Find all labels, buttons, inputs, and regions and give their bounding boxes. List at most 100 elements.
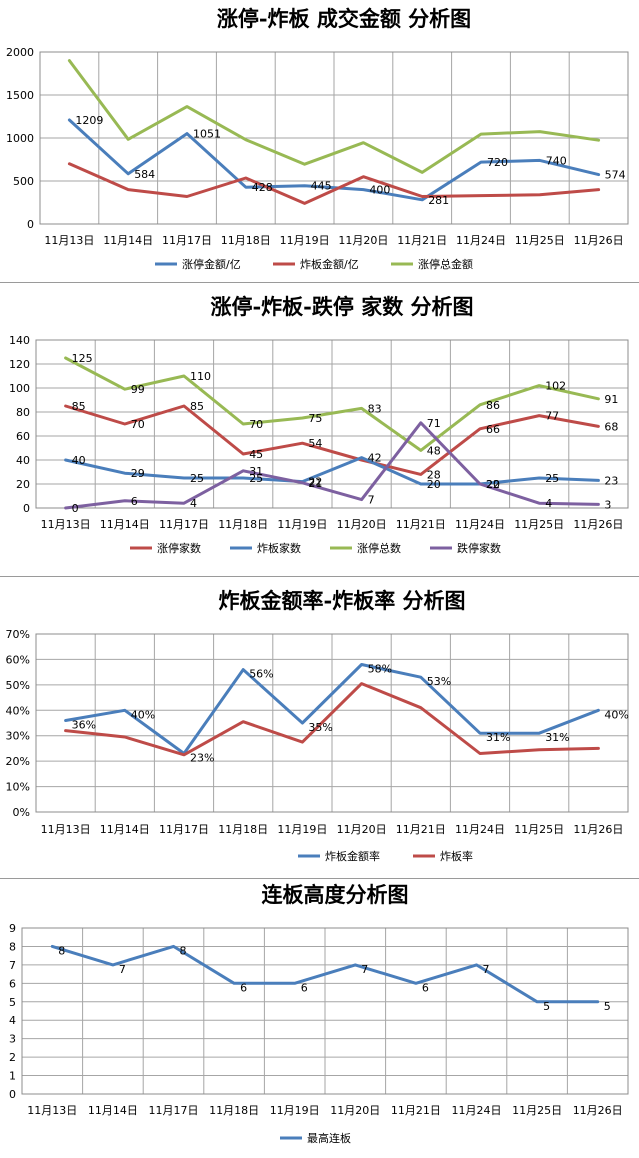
chart-title: 涨停-炸板 成交金额 分析图 — [217, 6, 471, 31]
data-label: 5 — [604, 1000, 611, 1013]
data-label: 77 — [545, 410, 559, 423]
y-tick-label: 50% — [6, 679, 30, 692]
x-tick-label: 11月17日 — [162, 234, 212, 247]
data-label: 71 — [427, 417, 441, 430]
legend-label: 涨停家数 — [157, 541, 201, 555]
x-tick-label: 11月18日 — [221, 234, 271, 247]
series-line — [64, 404, 600, 476]
data-label: 7 — [483, 963, 490, 976]
data-label: 4 — [190, 497, 197, 510]
series-line — [67, 59, 601, 174]
data-label: 7 — [119, 963, 126, 976]
x-tick-label: 11月26日 — [574, 234, 624, 247]
x-tick-label: 11月14日 — [103, 234, 153, 247]
data-label: 85 — [190, 400, 204, 413]
chart-panel-amount: 涨停-炸板 成交金额 分析图 0 500 1000 1500 2000 11月13日 11月1… — [0, 0, 639, 280]
data-label: 54 — [308, 437, 322, 450]
data-label: 85 — [72, 400, 86, 413]
data-label: 58% — [368, 663, 392, 676]
y-tick-label: 70% — [6, 628, 30, 641]
data-label: 20 — [486, 478, 500, 491]
y-tick-label: 1500 — [6, 89, 34, 102]
data-label: 1209 — [75, 114, 103, 127]
data-label: 25 — [545, 472, 559, 485]
x-tick-label: 11月17日 — [149, 1104, 199, 1117]
data-label: 445 — [311, 180, 332, 193]
data-label: 281 — [428, 194, 449, 207]
y-tick-label: 3 — [9, 1033, 16, 1046]
data-label: 40 — [72, 454, 86, 467]
x-tick-label: 11月18日 — [218, 518, 268, 531]
separator — [0, 282, 639, 283]
data-label: 48 — [427, 444, 441, 457]
data-label: 99 — [131, 383, 145, 396]
x-tick-label: 11月17日 — [159, 518, 209, 531]
x-tick-label: 11月24日 — [455, 823, 505, 836]
series-line — [64, 456, 600, 486]
x-tick-label: 11月26日 — [573, 823, 623, 836]
y-tick-label: 1000 — [6, 132, 34, 145]
chart-panel-count: 涨停-炸板-跌停 家数 分析图 0 20 40 60 80 100 120 140 11月13日 1… — [0, 284, 639, 574]
plot-frame — [35, 633, 629, 813]
data-label: 22 — [308, 476, 322, 489]
x-tick-label: 11月20日 — [337, 823, 387, 836]
x-tick-label: 11月13日 — [41, 823, 91, 836]
x-tick-label: 11月26日 — [573, 518, 623, 531]
series-line — [67, 118, 601, 202]
y-tick-label: 5 — [9, 996, 16, 1009]
data-label: 7 — [361, 963, 368, 976]
data-label: 102 — [545, 380, 566, 393]
data-label: 3 — [604, 498, 611, 511]
legend-label: 跌停家数 — [457, 541, 501, 555]
x-tick-label: 11月13日 — [27, 1104, 77, 1117]
y-tick-label: 2000 — [6, 46, 34, 59]
chart-rate-svg: 炸板金额率-炸板率 分析图 0% 10% 20% 30% 40% 50% 60% 70% 11月1… — [6, 588, 629, 863]
legend-label: 涨停总金额 — [418, 257, 473, 271]
y-tick-label: 9 — [9, 922, 16, 935]
data-label: 70 — [131, 418, 145, 431]
y-tick-label: 120 — [9, 358, 30, 371]
x-tick-label: 11月21日 — [396, 823, 446, 836]
legend-label: 炸板家数 — [257, 541, 301, 555]
y-tick-label: 500 — [13, 175, 34, 188]
x-tick-label: 11月13日 — [41, 518, 91, 531]
data-label: 7 — [368, 494, 375, 507]
legend-label: 最高连板 — [307, 1131, 351, 1145]
data-label: 8 — [180, 944, 187, 957]
data-label: 574 — [605, 169, 626, 182]
data-label: 110 — [190, 370, 211, 383]
data-label: 40% — [604, 708, 628, 721]
x-tick-label: 11月19日 — [277, 518, 327, 531]
data-label: 53% — [427, 675, 451, 688]
data-label: 23 — [604, 474, 618, 487]
x-tick-label: 11月13日 — [44, 234, 94, 247]
x-tick-label: 11月24日 — [456, 234, 506, 247]
chart-title: 炸板金额率-炸板率 分析图 — [218, 588, 465, 613]
data-label: 25 — [190, 472, 204, 485]
y-tick-label: 60 — [16, 430, 30, 443]
data-label: 40% — [131, 708, 155, 721]
data-label: 36% — [72, 718, 96, 731]
y-tick-label: 2 — [9, 1051, 16, 1064]
data-label: 35% — [308, 721, 332, 734]
data-label: 428 — [252, 181, 273, 194]
data-label: 4 — [545, 497, 552, 510]
data-label: 21 — [308, 477, 322, 490]
data-label: 23% — [190, 752, 214, 765]
data-label: 31 — [249, 465, 263, 478]
data-label: 83 — [368, 402, 382, 415]
series-line — [64, 663, 600, 755]
chart-height-svg: 连板高度分析图 0 1 2 3 4 5 6 7 8 9 11月13日 11月14日 11月17日 11月18… — [9, 882, 629, 1145]
x-tick-label: 11月20日 — [338, 234, 388, 247]
x-tick-label: 11月20日 — [330, 1104, 380, 1117]
legend-label: 炸板金额率 — [325, 849, 380, 863]
series-line — [64, 421, 600, 510]
data-label: 125 — [72, 352, 93, 365]
x-tick-label: 11月24日 — [452, 1104, 502, 1117]
data-label: 5 — [543, 1000, 550, 1013]
y-tick-label: 1 — [9, 1070, 16, 1083]
data-label: 66 — [486, 423, 500, 436]
data-label: 740 — [546, 154, 567, 167]
